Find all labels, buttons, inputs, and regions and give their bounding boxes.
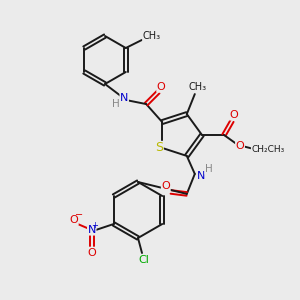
Text: H: H [205, 164, 213, 174]
Text: +: + [91, 220, 98, 230]
Text: H: H [112, 99, 120, 109]
Text: N: N [88, 225, 96, 235]
Text: O: O [230, 110, 238, 120]
Text: O: O [236, 141, 244, 151]
Text: O: O [69, 215, 78, 225]
Text: O: O [161, 181, 170, 191]
Text: CH₃: CH₃ [143, 31, 161, 41]
Text: O: O [87, 248, 96, 258]
Text: O: O [157, 82, 166, 92]
Text: N: N [120, 93, 128, 103]
Text: Cl: Cl [139, 255, 149, 265]
Text: CH₂CH₃: CH₂CH₃ [251, 145, 285, 154]
Text: CH₃: CH₃ [189, 82, 207, 92]
Text: −: − [75, 210, 83, 220]
Text: N: N [196, 171, 205, 181]
Text: S: S [155, 141, 163, 154]
